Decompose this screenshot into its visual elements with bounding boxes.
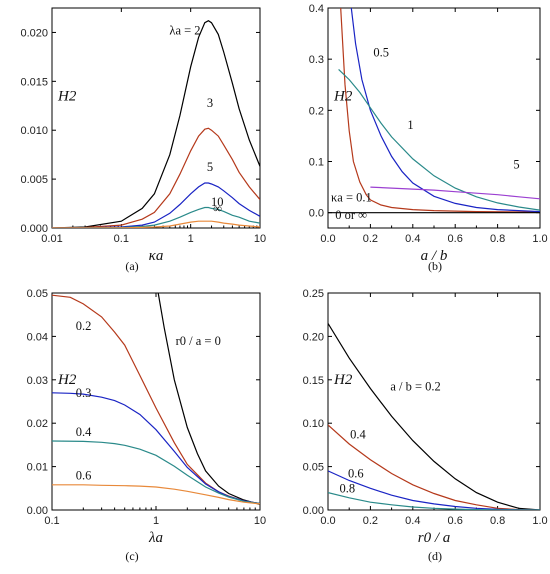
curve-label: 10 bbox=[211, 195, 224, 209]
curve-label: 0.4 bbox=[350, 427, 366, 441]
curve-label: κa = 0.1 bbox=[331, 191, 372, 205]
curve-label: 5 bbox=[207, 160, 213, 174]
y-tick-label: 0.10 bbox=[303, 418, 324, 430]
x-tick-label: 1 bbox=[188, 233, 194, 245]
curve-label: 0.2 bbox=[76, 319, 92, 333]
y-axis-title: H2 bbox=[333, 88, 353, 104]
series-group bbox=[52, 20, 260, 228]
curve-label: 0.6 bbox=[76, 469, 92, 483]
x-tick-label: 0.6 bbox=[448, 233, 463, 245]
y-tick-label: 0.20 bbox=[303, 331, 324, 343]
y-tick-label: 0.04 bbox=[27, 331, 48, 343]
x-tick-label: 0.2 bbox=[363, 233, 378, 245]
x-tick-label: 1.0 bbox=[532, 233, 547, 245]
series-group bbox=[328, 323, 540, 510]
panel-caption: (c) bbox=[125, 549, 138, 563]
curve-label: a / b = 0.2 bbox=[390, 380, 440, 394]
panel-caption: (d) bbox=[428, 549, 442, 563]
y-tick-label: 0.05 bbox=[303, 462, 324, 474]
x-tick-label: 0.6 bbox=[448, 515, 463, 527]
curve-label: 3 bbox=[207, 96, 213, 110]
y-tick-label: 0.25 bbox=[303, 288, 324, 300]
series-line-1 bbox=[52, 20, 260, 228]
series-line-4 bbox=[370, 186, 540, 200]
y-tick-label: 0.0 bbox=[309, 208, 324, 220]
panel-d: 0.0 0.2 0.4 0.6 0.8 1.0 0.00 0.05 0.10 0.15 0.20 0.… bbox=[303, 288, 548, 563]
series-line-2 bbox=[52, 127, 260, 228]
x-tick-label: 0.0 bbox=[320, 515, 335, 527]
x-tick-label: 0.1 bbox=[44, 515, 59, 527]
y-tick-label: 0.01 bbox=[27, 462, 48, 474]
plot-frame bbox=[51, 7, 261, 229]
series-line-3 bbox=[52, 182, 260, 228]
series-line-4 bbox=[52, 440, 260, 505]
curve-label: 0.6 bbox=[348, 466, 364, 480]
y-axis-title: H2 bbox=[57, 372, 77, 388]
x-axis-title: a / b bbox=[421, 248, 448, 264]
curve-label: 0.5 bbox=[373, 45, 389, 59]
y-tick-label: 0.05 bbox=[27, 288, 48, 300]
y-tick-label: 0.1 bbox=[309, 156, 324, 168]
series-line-1 bbox=[157, 293, 260, 505]
series-line-2 bbox=[328, 424, 540, 510]
series-line-4 bbox=[328, 492, 540, 510]
series-line-3 bbox=[52, 392, 260, 505]
x-tick-label: 1.0 bbox=[532, 515, 547, 527]
series-group bbox=[52, 293, 260, 505]
y-tick-label: 0.2 bbox=[309, 105, 324, 117]
series-group bbox=[328, 8, 540, 214]
y-axis-title: H2 bbox=[57, 88, 77, 104]
y-tick-label: 0.020 bbox=[20, 27, 48, 39]
series-line-3 bbox=[338, 68, 540, 211]
x-tick-label: 0.1 bbox=[114, 233, 129, 245]
curve-label: 0.4 bbox=[76, 425, 92, 439]
series-line-1 bbox=[328, 323, 540, 510]
y-tick-label: 0.010 bbox=[20, 125, 48, 137]
y-tick-label: 0.00 bbox=[27, 505, 48, 517]
y-tick-label: 0.015 bbox=[20, 76, 48, 88]
curve-label: 1 bbox=[407, 118, 413, 132]
y-tick-label: 0.4 bbox=[309, 3, 324, 15]
series-line-1 bbox=[340, 8, 540, 213]
y-tick-label: 0.00 bbox=[303, 505, 324, 517]
x-tick-label: 0.0 bbox=[320, 233, 335, 245]
x-tick-label: 10 bbox=[254, 233, 266, 245]
x-tick-label: 1 bbox=[153, 515, 159, 527]
series-line-5 bbox=[52, 220, 260, 228]
series-line-5 bbox=[52, 484, 260, 505]
x-axis-title: λa bbox=[148, 530, 163, 546]
curve-label: 0.8 bbox=[339, 482, 355, 496]
y-tick-label: 0.005 bbox=[20, 174, 48, 186]
series-line-4 bbox=[52, 206, 260, 228]
x-tick-label: 0.2 bbox=[363, 515, 378, 527]
x-tick-label: 0.01 bbox=[41, 233, 62, 245]
x-tick-label: 0.4 bbox=[405, 233, 420, 245]
y-tick-label: 0.000 bbox=[20, 223, 48, 235]
y-axis-title: H2 bbox=[333, 372, 353, 388]
y-tick-label: 0.03 bbox=[27, 375, 48, 387]
x-axis-title: r0 / a bbox=[418, 530, 451, 546]
curve-label: λa = 2 bbox=[169, 23, 200, 37]
panel-b: 0.0 0.2 0.4 0.6 0.8 1.0 0.0 0.1 0.2 0.3 0.4 0.5 1 5 κa… bbox=[309, 3, 548, 273]
y-tick-label: 0.15 bbox=[303, 375, 324, 387]
x-tick-label: 0.8 bbox=[490, 233, 505, 245]
curve-label: 0 or ∞ bbox=[335, 208, 367, 222]
curve-label: ∞ bbox=[213, 202, 222, 216]
series-line-2 bbox=[350, 8, 540, 213]
curve-label: 0.3 bbox=[76, 386, 92, 400]
y-tick-label: 0.02 bbox=[27, 418, 48, 430]
x-tick-label: 0.4 bbox=[405, 515, 420, 527]
panel-caption: (b) bbox=[428, 259, 442, 273]
x-tick-label: 10 bbox=[254, 515, 266, 527]
y-tick-label: 0.3 bbox=[309, 54, 324, 66]
x-tick-label: 0.8 bbox=[490, 515, 505, 527]
x-axis-title: κa bbox=[149, 248, 164, 264]
panel-c: 0.1 1 10 0.00 0.01 0.02 0.03 0.04 0.05 r0 / a = 0… bbox=[27, 288, 267, 563]
curve-label: 5 bbox=[513, 158, 519, 172]
panel-a: 0.01 0.1 1 10 0.000 0.005 0.010 0.015 0.020 λa = … bbox=[20, 7, 266, 273]
panel-caption: (a) bbox=[125, 259, 138, 273]
curve-label: r0 / a = 0 bbox=[176, 334, 221, 348]
